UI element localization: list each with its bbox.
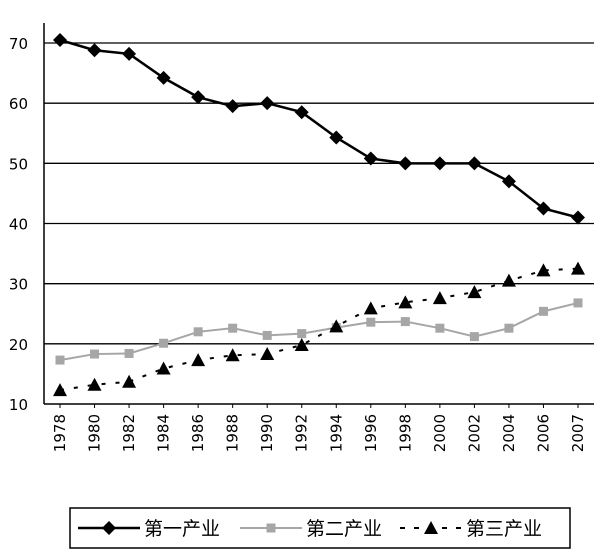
data-point-triangle: [467, 285, 482, 299]
x-tick-label: 1998: [396, 414, 414, 452]
data-point-square: [266, 523, 276, 533]
data-point-square: [366, 317, 376, 327]
legend-label: 第二产业: [306, 518, 382, 540]
data-point-square: [297, 329, 307, 339]
data-point-triangle: [424, 521, 438, 534]
y-tick-label: 50: [9, 155, 28, 173]
y-tick-label: 30: [9, 276, 28, 294]
data-point-triangle: [294, 338, 309, 352]
y-tick-label: 60: [9, 95, 28, 113]
x-tick-label: 2004: [500, 414, 518, 452]
data-point-square: [435, 323, 445, 333]
series-line: [59, 267, 579, 392]
x-tick-label: 1994: [327, 414, 345, 452]
data-point-diamond: [53, 32, 67, 47]
x-tick-label: 1990: [258, 414, 276, 452]
data-point-diamond: [294, 105, 309, 120]
data-point-diamond: [329, 130, 344, 145]
legend-item-2: 第二产业: [240, 518, 382, 540]
series-3: [53, 261, 585, 397]
series-1: [53, 32, 585, 225]
data-point-triangle: [260, 347, 275, 361]
data-point-diamond: [432, 156, 447, 171]
data-point-diamond: [536, 201, 551, 216]
x-tick-label: 2000: [431, 414, 449, 452]
data-point-diamond: [191, 90, 206, 105]
data-point-square: [504, 323, 514, 333]
data-point-square: [90, 349, 100, 359]
x-tick-label: 1996: [362, 414, 380, 452]
legend-item-3: 第三产业: [400, 518, 542, 540]
x-tick-label: 1984: [155, 414, 173, 452]
data-point-diamond: [501, 174, 516, 189]
data-point-square: [538, 306, 548, 316]
x-tick-label: 1978: [51, 414, 69, 452]
x-tick-label: 1992: [293, 414, 311, 452]
x-tick-label: 2007: [569, 414, 587, 452]
legend-box: [69, 507, 571, 549]
data-point-diamond: [122, 46, 137, 61]
data-point-square: [193, 327, 203, 337]
data-point-square: [469, 332, 479, 342]
x-tick-label: 2002: [465, 414, 483, 452]
data-point-diamond: [225, 99, 240, 114]
data-point-square: [262, 330, 272, 340]
data-point-triangle: [501, 273, 516, 287]
data-point-square: [159, 338, 169, 348]
legend-label: 第三产业: [466, 518, 542, 540]
data-point-triangle: [571, 261, 585, 275]
x-tick-label: 1988: [224, 414, 242, 452]
series-group: [53, 32, 585, 397]
data-point-triangle: [87, 377, 102, 391]
series-2: [55, 298, 583, 365]
y-tick-label: 20: [9, 336, 28, 354]
data-point-triangle: [191, 353, 206, 367]
y-axis-ticks: 10 20 30 40 50 60 70: [9, 35, 28, 414]
x-tick-label: 1982: [120, 414, 138, 452]
data-point-diamond: [87, 43, 102, 58]
gridlines: [44, 42, 594, 345]
data-point-triangle: [398, 295, 413, 309]
y-tick-label: 10: [9, 396, 28, 414]
y-tick-label: 40: [9, 216, 28, 234]
x-tick-label: 1980: [86, 414, 104, 452]
data-point-square: [400, 317, 410, 327]
data-point-triangle: [156, 361, 171, 375]
data-point-triangle: [363, 301, 378, 315]
data-point-diamond: [363, 151, 378, 166]
legend-item-1: 第一产业: [78, 518, 220, 540]
data-point-triangle: [53, 383, 67, 397]
data-point-diamond: [571, 210, 585, 225]
data-point-triangle: [536, 263, 551, 277]
data-point-diamond: [156, 70, 171, 85]
data-point-triangle: [225, 348, 240, 362]
legend-label: 第一产业: [144, 518, 220, 540]
data-point-square: [228, 323, 238, 333]
data-point-square: [124, 348, 134, 358]
data-point-triangle: [432, 291, 447, 305]
data-point-square: [55, 355, 65, 365]
series-line: [59, 38, 579, 219]
series-line: [59, 301, 579, 362]
data-point-diamond: [398, 156, 413, 171]
y-tick-label: 70: [9, 35, 28, 53]
data-point-square: [573, 298, 583, 308]
data-point-triangle: [329, 319, 344, 333]
axes: [43, 23, 594, 405]
x-tick-label: 2006: [534, 414, 552, 452]
x-tick-label: 1986: [189, 414, 207, 452]
x-axis-ticks: 1978 1980 1982 1984 1986 1988 1990 1992 1994 1996…: [51, 404, 587, 452]
data-point-diamond: [467, 156, 482, 171]
data-point-diamond: [102, 521, 116, 535]
data-point-diamond: [260, 96, 275, 111]
legend: 第一产业 第二产业 第三产业: [69, 507, 571, 549]
data-point-triangle: [122, 374, 137, 388]
